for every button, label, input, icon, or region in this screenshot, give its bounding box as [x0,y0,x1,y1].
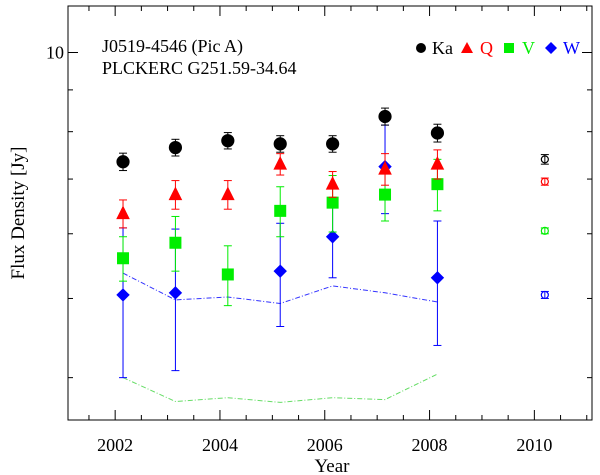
data-point-q [221,186,235,201]
x-tick-label: 2008 [412,435,448,455]
legend-marker-ka [416,43,426,53]
ref-point-q [540,177,549,186]
data-point-q [273,156,288,170]
y-axis-label: Flux Density [Jy] [8,147,29,280]
data-point-v [431,178,444,191]
chart-title-line-2: PLCKERC G251.59-34.64 [102,58,297,78]
ref-point-v [540,226,549,235]
data-point-q [430,156,445,170]
x-axis-label: Year [314,456,350,475]
data-point-v [274,204,287,217]
data-point-v [117,252,130,265]
legend-label-ka: Ka [432,38,453,58]
data-point-q [168,186,183,201]
data-point-ka [168,140,183,155]
data-point-q [378,160,392,175]
data-point-w [430,271,445,285]
data-point-ka [273,137,287,151]
data-point-w [273,264,287,278]
legend-label-w: W [563,38,580,58]
x-tick-label: 2004 [202,435,238,455]
data-point-v [326,196,339,209]
data-point-ka [221,134,235,148]
x-tick-label: 2010 [516,435,552,455]
data-points [116,107,445,379]
noise-line-v [122,373,438,403]
data-point-ka [116,155,130,169]
legend-label-v: V [522,38,535,58]
data-point-q [116,205,130,220]
data-point-w [325,230,340,244]
data-point-ka [430,126,445,140]
legend-marker-q [461,42,473,53]
data-point-w [168,286,183,300]
plot-frame [67,5,593,421]
legend: Ka Q V W [416,38,580,58]
ref-point-ka [540,155,549,164]
tick-labels: 2002 2004 2006 2008 2010 10 [46,42,552,455]
reference-points-2010 [540,154,549,300]
data-point-q [325,176,340,190]
axis-ticks [68,6,592,420]
data-point-v [169,236,182,249]
data-point-ka [378,109,392,124]
legend-label-q: Q [480,38,493,58]
data-point-w [116,288,130,302]
x-tick-label: 2006 [307,435,343,455]
legend-marker-v [504,43,514,53]
x-tick-label: 2002 [97,435,133,455]
data-point-ka [326,137,340,151]
y-tick-label: 10 [46,42,64,62]
ref-point-w [540,290,549,300]
data-point-v [379,188,392,201]
legend-marker-w [545,42,557,54]
data-point-v [221,268,234,281]
chart-title-line-1: J0519-4546 (Pic A) [102,36,243,57]
